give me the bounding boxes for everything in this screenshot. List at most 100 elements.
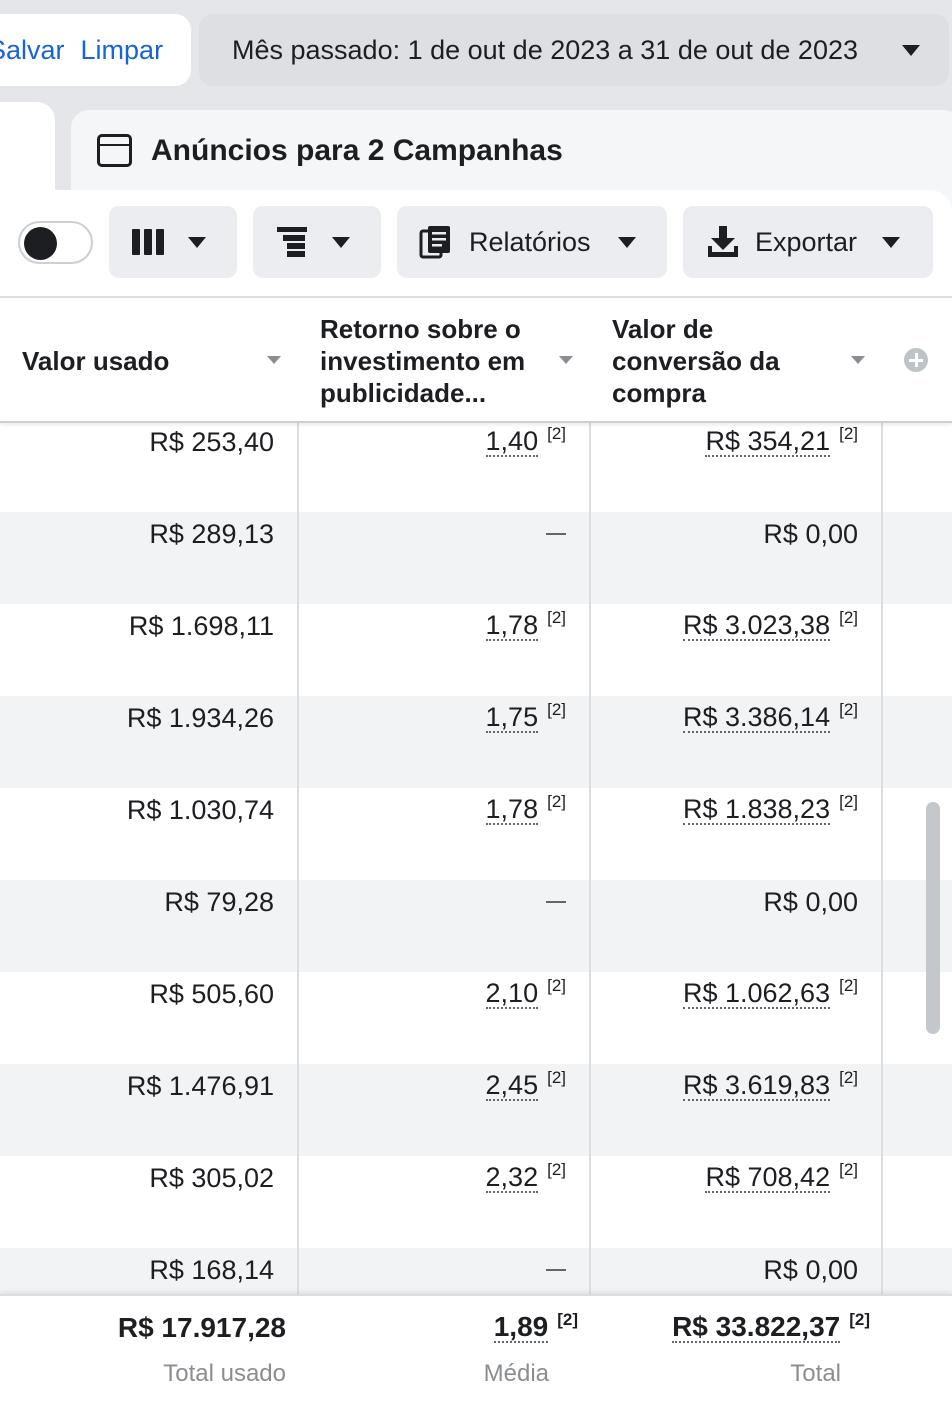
amount-spent-value: R$ 79,28	[164, 886, 274, 917]
columns-button[interactable]	[109, 206, 237, 278]
conversion-total-label: Total	[790, 1360, 841, 1387]
column-header-label: Valor usado	[22, 345, 170, 376]
table-row[interactable]: R$ 1.030,74 1,78 [2] R$ 1.838,23 [2]	[0, 788, 952, 880]
table-row[interactable]: R$ 253,40 1,40 [2] R$ 354,21 [2]	[0, 420, 952, 512]
cell-amount-spent: R$ 79,28	[0, 880, 274, 924]
total-spent-value: R$ 17.917,28	[117, 1312, 286, 1343]
footer-total-spent: R$ 17.917,28 Total usado	[0, 1296, 286, 1388]
cell-roas: 2,45 [2]	[300, 1064, 566, 1108]
conversion-value[interactable]: R$ 354,21	[705, 426, 831, 457]
roas-value[interactable]: 2,10	[485, 978, 539, 1009]
cell-amount-spent: R$ 253,40	[0, 420, 274, 464]
cell-roas: 1,78 [2]	[300, 604, 566, 648]
column-header-label-line: investimento em	[320, 345, 526, 376]
vertical-scrollbar[interactable]	[926, 802, 940, 1034]
cell-purchase-conversion-value: R$ 1.062,63 [2]	[592, 972, 858, 1016]
chevron-down-icon	[882, 237, 900, 248]
roas-value[interactable]: 1,78	[485, 610, 539, 641]
reports-button[interactable]: Relatórios	[397, 206, 667, 278]
footer-roas-average: 1,89 [2] Média	[300, 1296, 578, 1388]
cell-roas	[300, 512, 566, 556]
column-divider	[589, 296, 591, 1424]
save-link[interactable]: Salvar	[0, 34, 65, 65]
download-icon	[708, 226, 738, 257]
amount-spent-value: R$ 1.934,26	[126, 702, 274, 733]
chevron-down-icon	[902, 45, 920, 56]
chevron-down-icon	[618, 237, 636, 248]
column-divider	[881, 296, 883, 1424]
cell-amount-spent: R$ 305,02	[0, 1156, 274, 1200]
column-header-label-line: Retorno sobre o	[320, 313, 521, 344]
conversion-ref: [2]	[839, 424, 858, 443]
sort-caret-icon[interactable]	[559, 356, 573, 364]
column-header-label-line: publicidade...	[320, 377, 487, 408]
conversion-value[interactable]: R$ 3.386,14	[682, 702, 831, 733]
conversion-value[interactable]: R$ 3.023,38	[682, 610, 831, 641]
table-row[interactable]: R$ 1.476,91 2,45 [2] R$ 3.619,83 [2]	[0, 1064, 952, 1156]
conversion-value[interactable]: R$ 1.838,23	[682, 794, 831, 825]
column-header-amount-spent[interactable]: Valor usado	[22, 298, 292, 423]
columns-icon	[132, 229, 164, 255]
conversion-value[interactable]: R$ 1.062,63	[682, 978, 831, 1009]
clear-link[interactable]: Limpar	[80, 34, 164, 65]
conversion-value[interactable]: R$ 708,42	[705, 1162, 831, 1193]
conversion-ref: [2]	[839, 1160, 858, 1179]
amount-spent-value: R$ 289,13	[149, 518, 274, 549]
empty-value-dash	[546, 1269, 566, 1271]
conversion-value: R$ 0,00	[763, 518, 858, 549]
roas-value[interactable]: 1,75	[485, 702, 539, 733]
roas-value[interactable]: 1,40	[485, 426, 539, 457]
date-range-label: Mês passado: 1 de out de 2023 a 31 de ou…	[232, 34, 858, 65]
roas-ref: [2]	[547, 700, 566, 719]
sort-caret-icon[interactable]	[267, 356, 281, 364]
view-toggle[interactable]	[18, 221, 93, 264]
empty-value-dash	[546, 901, 566, 903]
cell-roas: 1,75 [2]	[300, 696, 566, 740]
roas-value[interactable]: 2,32	[485, 1162, 539, 1193]
conversion-ref: [2]	[839, 700, 858, 719]
cell-purchase-conversion-value: R$ 0,00	[592, 512, 858, 556]
empty-value-dash	[546, 533, 566, 535]
breakdown-button[interactable]	[253, 206, 381, 278]
date-range-selector[interactable]: Mês passado: 1 de out de 2023 a 31 de ou…	[199, 14, 949, 86]
table-row[interactable]: R$ 505,60 2,10 [2] R$ 1.062,63 [2]	[0, 972, 952, 1064]
column-header-purchase-conversion-value[interactable]: Valor de conversão da compra	[612, 298, 872, 423]
ad-window-icon	[97, 134, 132, 167]
amount-spent-value: R$ 505,60	[149, 978, 274, 1009]
roas-ref: [2]	[547, 1160, 566, 1179]
cell-roas	[300, 1248, 566, 1292]
roas-average-value[interactable]: 1,89	[493, 1311, 549, 1343]
table-row[interactable]: R$ 1.698,11 1,78 [2] R$ 3.023,38 [2]	[0, 604, 952, 696]
plus-circle-icon[interactable]	[904, 348, 928, 372]
chevron-down-icon	[332, 237, 350, 248]
sort-caret-icon[interactable]	[851, 356, 865, 364]
table-row[interactable]: R$ 79,28 R$ 0,00	[0, 880, 952, 972]
column-header-roas[interactable]: Retorno sobre o investimento em publicid…	[320, 298, 580, 423]
cell-roas: 1,78 [2]	[300, 788, 566, 832]
conversion-ref: [2]	[839, 976, 858, 995]
conversion-value[interactable]: R$ 3.619,83	[682, 1070, 831, 1101]
chevron-down-icon	[188, 237, 206, 248]
roas-value[interactable]: 2,45	[485, 1070, 539, 1101]
amount-spent-value: R$ 168,14	[149, 1254, 274, 1285]
conversion-total-value[interactable]: R$ 33.822,37	[672, 1311, 841, 1343]
toggle-knob	[24, 227, 57, 260]
cell-roas: 2,32 [2]	[300, 1156, 566, 1200]
column-header-label-line: conversão da	[612, 345, 780, 376]
conversion-value: R$ 0,00	[763, 1254, 858, 1285]
roas-value[interactable]: 1,78	[485, 794, 539, 825]
roas-ref: [2]	[547, 424, 566, 443]
footer-conversion-total: R$ 33.822,37 [2] Total	[592, 1296, 870, 1388]
export-button[interactable]: Exportar	[683, 206, 933, 278]
conversion-ref: [2]	[839, 608, 858, 627]
table-row[interactable]: R$ 305,02 2,32 [2] R$ 708,42 [2]	[0, 1156, 952, 1248]
cell-purchase-conversion-value: R$ 3.619,83 [2]	[592, 1064, 858, 1108]
tab-ads-label: Anúncios para 2 Campanhas	[151, 134, 563, 167]
cell-purchase-conversion-value: R$ 1.838,23 [2]	[592, 788, 858, 832]
table-row[interactable]: R$ 289,13 R$ 0,00	[0, 512, 952, 604]
total-spent-label: Total usado	[163, 1360, 286, 1387]
column-header-label-line: compra	[612, 377, 706, 408]
cell-amount-spent: R$ 289,13	[0, 512, 274, 556]
table-row[interactable]: R$ 1.934,26 1,75 [2] R$ 3.386,14 [2]	[0, 696, 952, 788]
amount-spent-value: R$ 1.476,91	[126, 1070, 274, 1101]
